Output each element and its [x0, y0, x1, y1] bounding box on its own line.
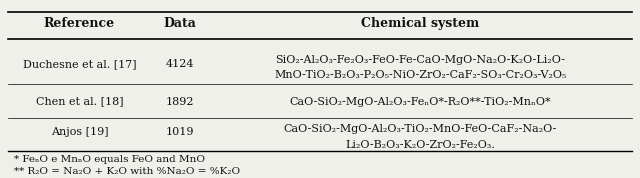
- Text: Li₂O-B₂O₃-K₂O-ZrO₂-Fe₂O₃.: Li₂O-B₂O₃-K₂O-ZrO₂-Fe₂O₃.: [346, 140, 495, 150]
- Text: MnO-TiO₂-B₂O₃-P₂O₅-NiO-ZrO₂-CaF₂-SO₃-Cr₂O₃-V₂O₅: MnO-TiO₂-B₂O₃-P₂O₅-NiO-ZrO₂-CaF₂-SO₃-Cr₂…: [274, 70, 566, 80]
- Text: Chen et al. [18]: Chen et al. [18]: [36, 96, 124, 106]
- Text: SiO₂-Al₂O₃-Fe₂O₃-FeO-Fe-CaO-MgO-Na₂O-K₂O-Li₂O-: SiO₂-Al₂O₃-Fe₂O₃-FeO-Fe-CaO-MgO-Na₂O-K₂O…: [275, 55, 565, 65]
- Text: Data: Data: [163, 17, 196, 30]
- Text: Reference: Reference: [44, 17, 115, 30]
- Text: 1892: 1892: [166, 96, 194, 106]
- Text: Anjos [19]: Anjos [19]: [51, 127, 108, 137]
- Text: CaO-SiO₂-MgO-Al₂O₃-FeₙO*-R₂O**-TiO₂-MnₙO*: CaO-SiO₂-MgO-Al₂O₃-FeₙO*-R₂O**-TiO₂-MnₙO…: [289, 96, 551, 106]
- Text: * FeₙO e MnₙO equals FeO and MnO: * FeₙO e MnₙO equals FeO and MnO: [14, 155, 205, 164]
- Text: Duchesne et al. [17]: Duchesne et al. [17]: [22, 59, 136, 69]
- Text: CaO-SiO₂-MgO-Al₂O₃-TiO₂-MnO-FeO-CaF₂-Na₂O-: CaO-SiO₂-MgO-Al₂O₃-TiO₂-MnO-FeO-CaF₂-Na₂…: [284, 124, 557, 134]
- Text: 4124: 4124: [166, 59, 194, 69]
- Text: Chemical system: Chemical system: [361, 17, 479, 30]
- Text: 1019: 1019: [166, 127, 194, 137]
- Text: ** R₂O = Na₂O + K₂O with %Na₂O = %K₂O: ** R₂O = Na₂O + K₂O with %Na₂O = %K₂O: [14, 167, 240, 176]
